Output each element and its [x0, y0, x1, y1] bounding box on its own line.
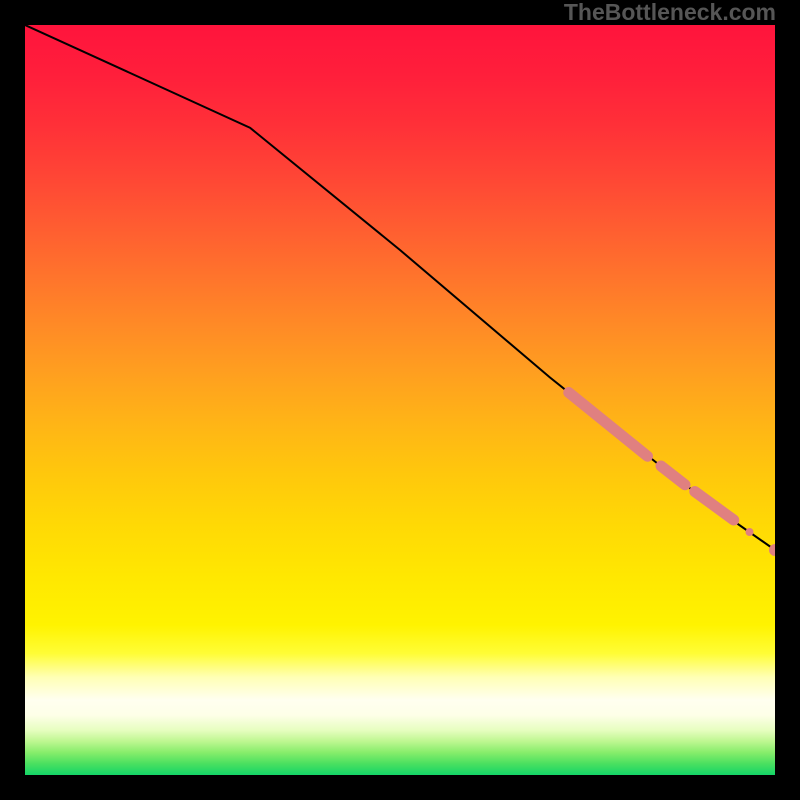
- plot-area: [25, 25, 775, 775]
- watermark-text: TheBottleneck.com: [564, 0, 776, 26]
- chart-svg: [25, 25, 775, 775]
- gradient-background: [25, 25, 775, 775]
- data-point: [746, 528, 754, 536]
- frame-left: [0, 0, 25, 800]
- frame-right: [775, 0, 800, 800]
- frame-bottom: [0, 775, 800, 800]
